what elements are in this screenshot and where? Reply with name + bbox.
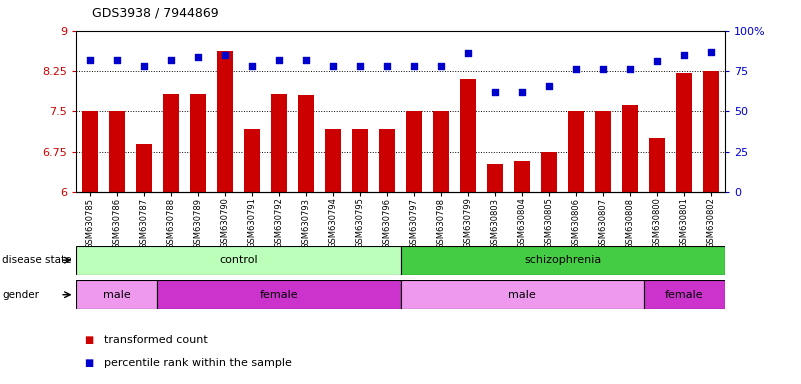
Bar [460,79,476,192]
Point [219,52,231,58]
Point [191,53,204,60]
Bar [163,94,179,192]
Bar [244,129,260,192]
Point [300,57,312,63]
Point [245,63,258,69]
Bar [622,105,638,192]
Point [380,63,393,69]
Bar [76,246,400,275]
Text: percentile rank within the sample: percentile rank within the sample [104,358,292,368]
Point [353,63,366,69]
Bar [157,280,400,309]
Text: transformed count: transformed count [104,335,208,345]
Point [327,63,340,69]
Text: ■: ■ [84,358,94,368]
Point [408,63,421,69]
Point [570,66,582,73]
Bar [541,152,557,192]
Point [111,57,123,63]
Text: disease state: disease state [2,255,72,265]
Point [624,66,637,73]
Point [435,63,448,69]
Bar [400,246,725,275]
Bar [216,51,233,192]
Bar [703,71,719,192]
Point [651,58,664,65]
Point [461,50,474,56]
Bar [76,280,157,309]
Point [705,49,718,55]
Text: GDS3938 / 7944869: GDS3938 / 7944869 [92,6,219,19]
Bar [676,73,692,192]
Text: control: control [219,255,258,265]
Bar [352,129,368,192]
Text: ■: ■ [84,335,94,345]
Point [137,63,150,69]
Bar [406,111,422,192]
Bar [109,111,125,192]
Bar [400,280,644,309]
Point [83,57,96,63]
Text: gender: gender [2,290,39,300]
Bar [514,161,530,192]
Point [516,89,529,95]
Bar [568,111,585,192]
Bar [298,95,314,192]
Bar [487,164,503,192]
Point [678,52,690,58]
Bar [190,94,206,192]
Bar [135,144,151,192]
Bar [379,129,395,192]
Bar [324,129,341,192]
Point [543,83,556,89]
Point [489,89,501,95]
Text: female: female [260,290,298,300]
Text: male: male [103,290,131,300]
Text: male: male [509,290,536,300]
Point [164,57,177,63]
Bar [82,111,98,192]
Point [272,57,285,63]
Bar [271,94,287,192]
Bar [433,111,449,192]
Point [597,66,610,73]
Bar [644,280,725,309]
Bar [595,111,611,192]
Text: schizophrenia: schizophrenia [524,255,602,265]
Text: female: female [665,290,703,300]
Bar [649,138,666,192]
